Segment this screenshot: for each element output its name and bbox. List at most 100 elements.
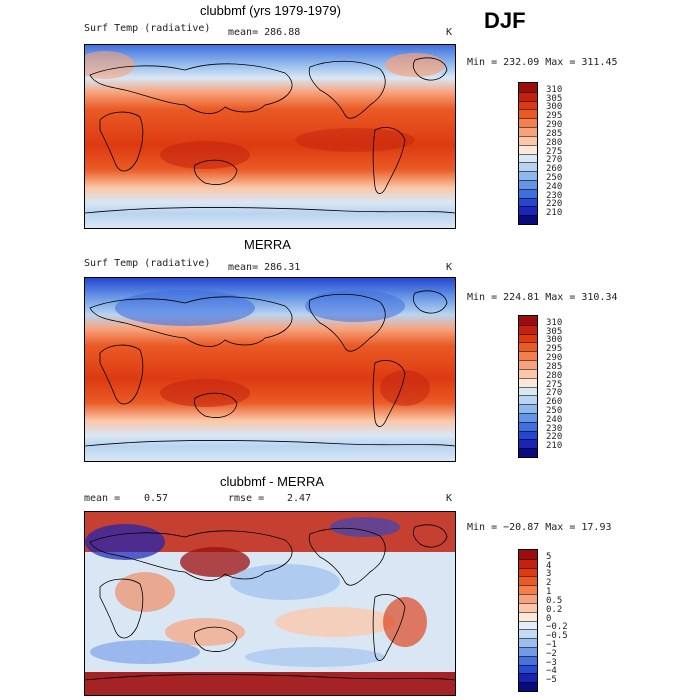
colorbar-swatch	[519, 664, 537, 674]
colorbar-swatch	[519, 197, 537, 207]
colorbar-tick-label: 210	[546, 208, 563, 219]
colorbar-tick-label: 310	[546, 317, 563, 328]
colorbar-tick-label: 0.2	[546, 604, 563, 615]
colorbar-tick-label: 240	[546, 181, 563, 192]
colorbar-swatch	[519, 638, 537, 647]
colorbar-swatch	[519, 368, 537, 378]
colorbar-tick-label: 285	[546, 128, 563, 139]
colorbar-tick-label: 275	[546, 379, 563, 390]
panel3-map	[84, 511, 456, 696]
colorbar-tick-label: 0.5	[546, 595, 563, 606]
colorbar-tick-label: 250	[546, 405, 563, 416]
colorbar-swatch	[519, 188, 537, 198]
colorbar-tick-label: 310	[546, 84, 563, 95]
colorbar-tick-label: −3	[546, 657, 557, 668]
colorbar-swatch	[519, 153, 537, 163]
panel1-colorbar-labels: 310 305 300 295 290 285 280 275 270 260 250 240 230 2…	[546, 82, 586, 225]
panel2-map-svg	[85, 278, 455, 461]
colorbar-tick-label: 230	[546, 190, 563, 201]
colorbar-tick-label: 0	[546, 613, 552, 624]
panel1-mean: mean= 286.88	[228, 27, 301, 38]
panel2-title: MERRA	[244, 237, 291, 252]
colorbar-swatch	[519, 206, 537, 216]
colorbar-swatch	[519, 127, 537, 136]
colorbar-tick-label: 240	[546, 414, 563, 425]
colorbar-tick-label: 250	[546, 172, 563, 183]
colorbar-tick-label: 210	[546, 441, 563, 452]
panel3-units: K	[446, 493, 453, 504]
colorbar-tick-label: 275	[546, 146, 563, 157]
colorbar-tick-label: 3	[546, 569, 552, 580]
colorbar-swatch	[519, 395, 537, 405]
colorbar-swatch	[519, 673, 537, 683]
colorbar-swatch	[519, 558, 537, 568]
colorbar-tick-label: 4	[546, 560, 552, 571]
colorbar-swatch	[519, 144, 537, 154]
panel3-title: clubbmf - MERRA	[220, 474, 325, 489]
colorbar-swatch	[519, 360, 537, 369]
colorbar-tick-label: 300	[546, 335, 563, 346]
panel1-map	[84, 44, 456, 229]
panel1-variable: Surf Temp (radiative)	[84, 23, 211, 34]
panel3-colorbar	[518, 549, 538, 692]
colorbar-swatch	[519, 448, 537, 457]
colorbar-swatch	[519, 594, 537, 603]
colorbar-tick-label: 260	[546, 397, 563, 408]
colorbar-tick-label: 270	[546, 155, 563, 166]
colorbar-tick-label: −4	[546, 666, 557, 677]
colorbar-tick-label: 305	[546, 93, 563, 104]
colorbar-swatch	[519, 324, 537, 334]
season-label: DJF	[484, 8, 526, 33]
colorbar-tick-label: 305	[546, 326, 563, 337]
colorbar-swatch	[519, 611, 537, 621]
colorbar-swatch	[519, 550, 537, 559]
panel3-range: Min = −20.87 Max = 17.93	[467, 522, 612, 533]
colorbar-swatch	[519, 333, 537, 343]
colorbar-swatch	[519, 404, 537, 413]
panel3-mean-value: 0.57	[144, 493, 169, 504]
colorbar-tick-label: −1	[546, 639, 557, 650]
panel1-colorbar	[518, 82, 538, 225]
colorbar-tick-label: 285	[546, 361, 563, 372]
colorbar-swatch	[519, 655, 537, 665]
panel3-rmse-label: rmse =	[228, 493, 265, 504]
colorbar-swatch	[519, 682, 537, 691]
colorbar-tick-label: −0.2	[546, 622, 568, 633]
colorbar-swatch	[519, 439, 537, 449]
colorbar-tick-label: −0.5	[546, 631, 568, 642]
panel2-mean: mean= 286.31	[228, 262, 301, 273]
panel1-range: Min = 232.09 Max = 311.45	[467, 57, 618, 68]
colorbar-swatch	[519, 602, 537, 612]
colorbar-swatch	[519, 83, 537, 92]
panel3-colorbar-labels: 5 4 3 2 1 0.5 0.2 0 −0.2 −0.5 −1 −2 −3 −4 −5	[546, 549, 586, 692]
colorbar-tick-label: −2	[546, 648, 557, 659]
colorbar-swatch	[519, 162, 537, 172]
panel1-units: K	[446, 27, 453, 38]
colorbar-tick-label: 260	[546, 164, 563, 175]
colorbar-tick-label: 300	[546, 102, 563, 113]
colorbar-swatch	[519, 629, 537, 639]
colorbar-tick-label: 290	[546, 353, 563, 364]
colorbar-tick-label: 5	[546, 551, 552, 562]
panel1-title: clubbmf (yrs 1979-1979)	[200, 3, 341, 18]
colorbar-tick-label: 295	[546, 111, 563, 122]
colorbar-swatch	[519, 421, 537, 431]
colorbar-swatch	[519, 351, 537, 361]
colorbar-swatch	[519, 585, 537, 595]
colorbar-swatch	[519, 620, 537, 630]
colorbar-tick-label: 270	[546, 388, 563, 399]
colorbar-swatch	[519, 100, 537, 110]
colorbar-swatch	[519, 430, 537, 440]
colorbar-swatch	[519, 377, 537, 387]
colorbar-swatch	[519, 412, 537, 422]
panel2-colorbar	[518, 315, 538, 458]
panel2-colorbar-labels: 310 305 300 295 290 285 280 275 270 260 250 240 230 2…	[546, 315, 586, 458]
colorbar-tick-label: 220	[546, 199, 563, 210]
colorbar-tick-label: −5	[546, 675, 557, 686]
colorbar-swatch	[519, 646, 537, 656]
panel2-map	[84, 277, 456, 462]
panel3-mean-label: mean =	[84, 493, 121, 504]
colorbar-swatch	[519, 567, 537, 577]
colorbar-swatch	[519, 109, 537, 119]
colorbar-tick-label: 280	[546, 370, 563, 381]
